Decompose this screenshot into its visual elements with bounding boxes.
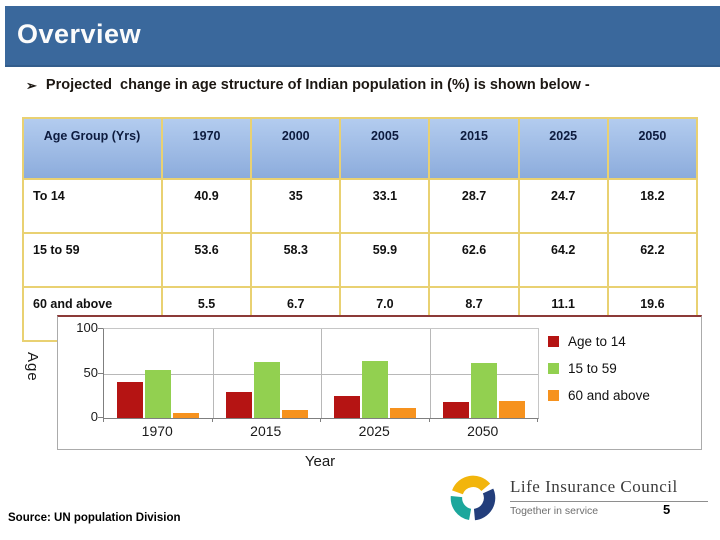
- v-gridline: [321, 329, 322, 418]
- table-header-cell: Age Group (Yrs): [22, 117, 163, 180]
- table-header-cell: 2005: [339, 117, 431, 180]
- table-header-cell: 1970: [160, 117, 253, 180]
- table-cell: 59.9: [339, 232, 431, 288]
- chart-legend: Age to 14 15 to 59 60 and above: [548, 334, 650, 415]
- chart-bar: [334, 396, 361, 418]
- x-tick-labels: 1970 2015 2025 2050: [103, 423, 537, 439]
- logo-text-block: Life Insurance Council Together in servi…: [510, 477, 708, 517]
- bullet-line: ➢ Projected change in age structure of I…: [26, 77, 666, 94]
- slide-title-bar: Overview: [5, 6, 720, 67]
- table-header-cell: 2025: [517, 117, 609, 180]
- table-header-cell: 2050: [606, 117, 699, 180]
- table-cell: To 14: [22, 178, 163, 234]
- legend-swatch-icon: [548, 363, 559, 374]
- bullet-text: Projected change in age structure of Ind…: [45, 77, 590, 93]
- legend-swatch-icon: [548, 336, 559, 347]
- legend-label: Age to 14: [568, 334, 626, 349]
- arrow-bullet-icon: ➢: [26, 78, 37, 93]
- table-cell: 58.3: [250, 232, 342, 288]
- x-tick-label: 2025: [358, 423, 390, 439]
- legend-swatch-icon: [548, 390, 559, 401]
- y-tick-label: 100: [76, 320, 98, 335]
- x-tick-mark: [320, 418, 321, 422]
- table-row: To 14 40.9 35 33.1 28.7 24.7 18.2: [22, 178, 699, 234]
- chart-bar: [145, 370, 172, 418]
- table-cell: 60 and above: [22, 286, 163, 342]
- chart-bar: [498, 401, 525, 418]
- table-cell: 33.1: [339, 178, 431, 234]
- page-title: Overview: [17, 19, 142, 49]
- chart-bar: [390, 408, 417, 418]
- logo-name: Life Insurance Council: [510, 477, 708, 502]
- chart-bar: [173, 413, 200, 418]
- table-cell: 24.7: [517, 178, 609, 234]
- life-insurance-council-logo-icon: [450, 475, 496, 521]
- table-cell: 64.2: [517, 232, 609, 288]
- y-tick-label: 0: [90, 409, 98, 424]
- page-number: 5: [663, 502, 671, 517]
- x-tick-mark: [537, 418, 538, 422]
- age-structure-table: Age Group (Yrs) 1970 2000 2005 2015 2025 2050 …: [22, 117, 699, 342]
- category-group: [104, 329, 213, 418]
- x-tick-label: 2015: [250, 423, 282, 439]
- table-cell: 53.6: [160, 232, 253, 288]
- table-cell: 18.2: [606, 178, 699, 234]
- table-cell: 15 to 59: [22, 232, 163, 288]
- y-tick-mark: [98, 417, 103, 418]
- table-row: 15 to 59 53.6 58.3 59.9 62.6 64.2 62.2: [22, 232, 699, 288]
- chart-bar: [470, 363, 497, 418]
- x-tick-mark: [212, 418, 213, 422]
- chart-bar: [442, 402, 469, 418]
- category-group: [430, 329, 539, 418]
- table-cell: 28.7: [428, 178, 520, 234]
- x-tick-mark: [103, 418, 104, 422]
- table-header-cell: 2000: [250, 117, 342, 180]
- chart-y-axis-title: Age: [24, 352, 41, 382]
- legend-item: 60 and above: [548, 388, 650, 403]
- table-cell: 62.2: [606, 232, 699, 288]
- chart-x-axis-title: Year: [304, 453, 336, 470]
- table-cell: 35: [250, 178, 342, 234]
- table-cell: 40.9: [160, 178, 253, 234]
- chart-bar: [225, 392, 252, 418]
- table-header-cell: 2015: [428, 117, 520, 180]
- v-gridline: [430, 329, 431, 418]
- table-header-row: Age Group (Yrs) 1970 2000 2005 2015 2025 2050: [22, 117, 699, 180]
- x-tick-label: 2050: [467, 423, 499, 439]
- y-tick-mark: [98, 372, 103, 374]
- v-gridline: [213, 329, 214, 418]
- category-group: [213, 329, 322, 418]
- logo-tagline: Together in service: [510, 505, 599, 517]
- chart-bar: [362, 361, 389, 418]
- y-tick-mark: [98, 328, 103, 329]
- bar-chart: 1970 2015 2025 2050 Age to 14 15 to 59 60 and…: [57, 315, 702, 450]
- category-group: [321, 329, 430, 418]
- plot-area: [103, 328, 539, 419]
- legend-label: 60 and above: [568, 388, 650, 403]
- chart-bar: [281, 410, 308, 418]
- chart-bar: [253, 362, 280, 418]
- chart-bar: [117, 382, 144, 418]
- x-tick-mark: [429, 418, 430, 422]
- legend-item: Age to 14: [548, 334, 650, 349]
- table-cell: 62.6: [428, 232, 520, 288]
- x-tick-label: 1970: [141, 423, 173, 439]
- y-tick-label: 50: [83, 364, 98, 380]
- legend-item: 15 to 59: [548, 361, 650, 376]
- legend-label: 15 to 59: [568, 361, 617, 376]
- source-note: Source: UN population Division: [8, 512, 181, 524]
